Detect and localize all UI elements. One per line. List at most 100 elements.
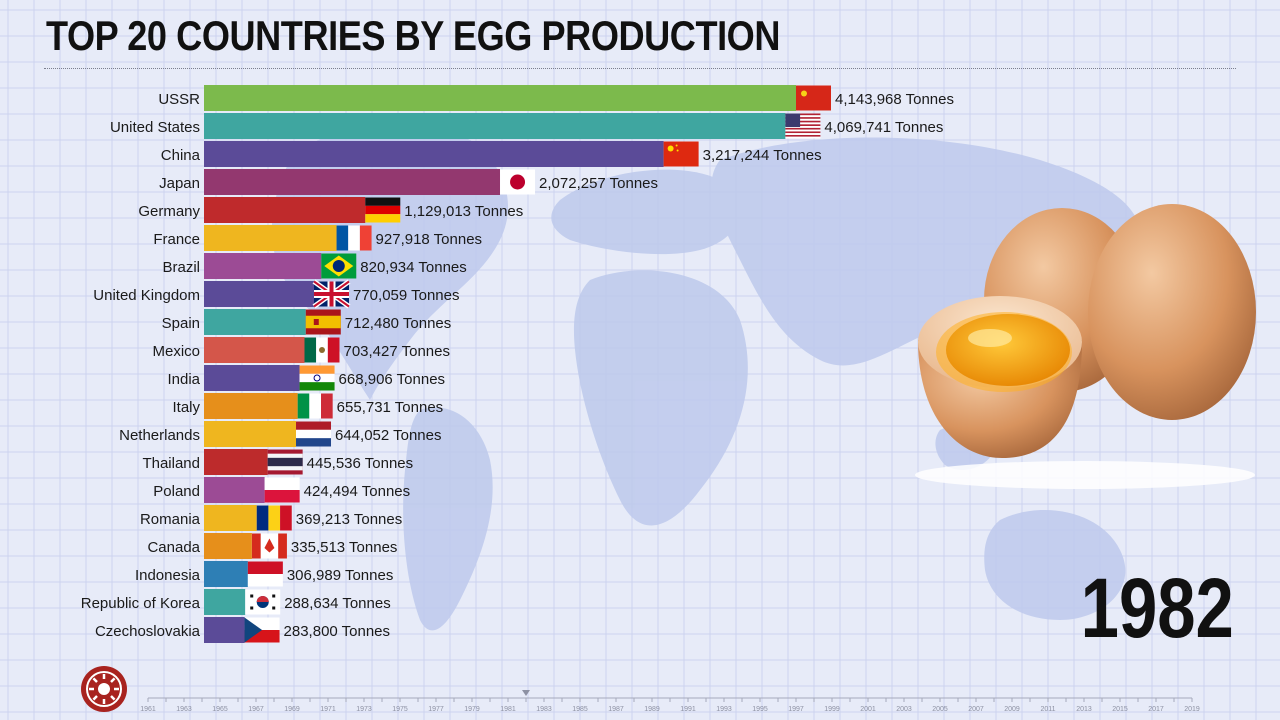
timeline-tick-label: 2001 [860,706,876,713]
timeline-tick-label: 1963 [176,706,192,713]
bar-row: Mexico 703,427 Tonnes [152,337,450,363]
flag-icon [264,477,300,503]
category-label: Poland [153,483,200,500]
bar [204,281,315,307]
bar [204,533,252,559]
bar-row: Czechoslovakia 283,800 Tonnes [95,617,390,643]
flag-icon [297,393,333,419]
category-label: Brazil [162,259,200,276]
timeline-tick-label: 1991 [680,706,696,713]
timeline-tick-label: 2007 [968,706,984,713]
value-label: 424,494 Tonnes [304,483,411,500]
category-label: United States [110,119,200,136]
value-label: 703,427 Tonnes [343,343,450,360]
timeline-tick-label: 1975 [392,706,408,713]
channel-logo-icon [81,666,127,712]
bar [204,617,245,643]
bar-row: USSR 4,143,968 Tonnes [158,85,954,111]
timeline[interactable]: 1961 1963 1965 1967 1969 1971 1973 1975 1977 1979… [140,690,1200,713]
category-label: Indonesia [135,567,201,584]
category-label: Mexico [152,343,200,360]
flag-icon [785,113,821,139]
timeline-tick-label: 1989 [644,706,660,713]
flag-icon [247,561,283,587]
flag-icon [312,279,351,309]
timeline-tick-label: 1965 [212,706,228,713]
timeline-tick-label: 2005 [932,706,948,713]
bar-row: Italy 655,731 Tonnes [172,393,443,419]
bar [204,253,322,279]
value-label: 927,918 Tonnes [376,231,483,248]
bar-row: Netherlands 644,052 Tonnes [119,421,442,447]
flag-icon [296,421,332,447]
value-label: 3,217,244 Tonnes [703,147,822,164]
category-label: Japan [159,175,200,192]
bar-row: United States 4,069,741 Tonnes [110,113,943,139]
category-label: Germany [138,203,200,220]
timeline-tick-label: 2011 [1040,706,1055,713]
value-label: 770,059 Tonnes [353,287,460,304]
timeline-tick-label: 1983 [536,706,552,713]
timeline-tick-label: 1973 [356,706,372,713]
bar-row: Thailand 445,536 Tonnes [142,449,413,475]
flag-icon [245,589,281,615]
flag-icon [321,253,357,279]
value-label: 820,934 Tonnes [360,259,467,276]
timeline-tick-label: 1961 [140,706,156,713]
timeline-tick-label: 1987 [608,706,624,713]
value-label: 4,143,968 Tonnes [835,91,954,108]
bar-row: Canada 335,513 Tonnes [147,533,397,559]
category-label: Republic of Korea [81,595,201,612]
timeline-tick-label: 1985 [572,706,588,713]
bar [204,449,268,475]
bar-row: Poland 424,494 Tonnes [153,477,410,503]
timeline-tick-label: 2003 [896,706,912,713]
category-label: Netherlands [119,427,200,444]
bar [204,141,664,167]
bar [204,113,786,139]
timeline-marker[interactable] [522,690,530,696]
bar-row: Indonesia 306,989 Tonnes [135,561,393,587]
title-divider [44,68,1236,69]
bar-row: Republic of Korea 288,634 Tonnes [81,589,391,615]
category-label: China [161,147,201,164]
flag-icon [251,533,287,559]
timeline-tick-label: 1977 [428,706,444,713]
bar [204,169,501,195]
category-label: Romania [140,511,201,528]
category-label: Thailand [142,455,200,472]
timeline-tick-label: 1979 [464,706,480,713]
category-label: Czechoslovakia [95,623,201,640]
bar [204,421,297,447]
bar-row: Japan 2,072,257 Tonnes [159,169,658,195]
page-title: TOP 20 COUNTRIES BY EGG PRODUCTION [46,12,781,59]
bar-row: India 668,906 Tonnes [167,365,445,391]
timeline-tick-label: 1981 [500,706,516,713]
category-label: Italy [172,399,200,416]
bar [204,365,300,391]
timeline-tick-label: 1969 [284,706,300,713]
value-label: 655,731 Tonnes [337,399,444,416]
value-label: 283,800 Tonnes [284,623,391,640]
bar-row: Spain 712,480 Tonnes [162,309,452,335]
timeline-tick-label: 2013 [1076,706,1092,713]
value-label: 335,513 Tonnes [291,539,398,556]
bar-row: Brazil 820,934 Tonnes [162,253,467,279]
value-label: 4,069,741 Tonnes [824,119,943,136]
category-label: Canada [147,539,200,556]
flag-icon [256,505,292,531]
category-label: United Kingdom [93,287,200,304]
bar [204,197,366,223]
timeline-tick-label: 2019 [1184,706,1200,713]
value-label: 712,480 Tonnes [345,315,452,332]
flag-icon [796,85,831,111]
current-year: 1982 [1080,561,1234,655]
flag-icon [500,169,536,195]
bar [204,225,337,251]
bar [204,561,248,587]
category-label: France [153,231,200,248]
flag-icon [267,449,303,475]
bar [204,337,305,363]
timeline-tick-label: 2009 [1004,706,1020,713]
bar-row: United Kingdom 770,059 Tonnes [93,279,460,309]
